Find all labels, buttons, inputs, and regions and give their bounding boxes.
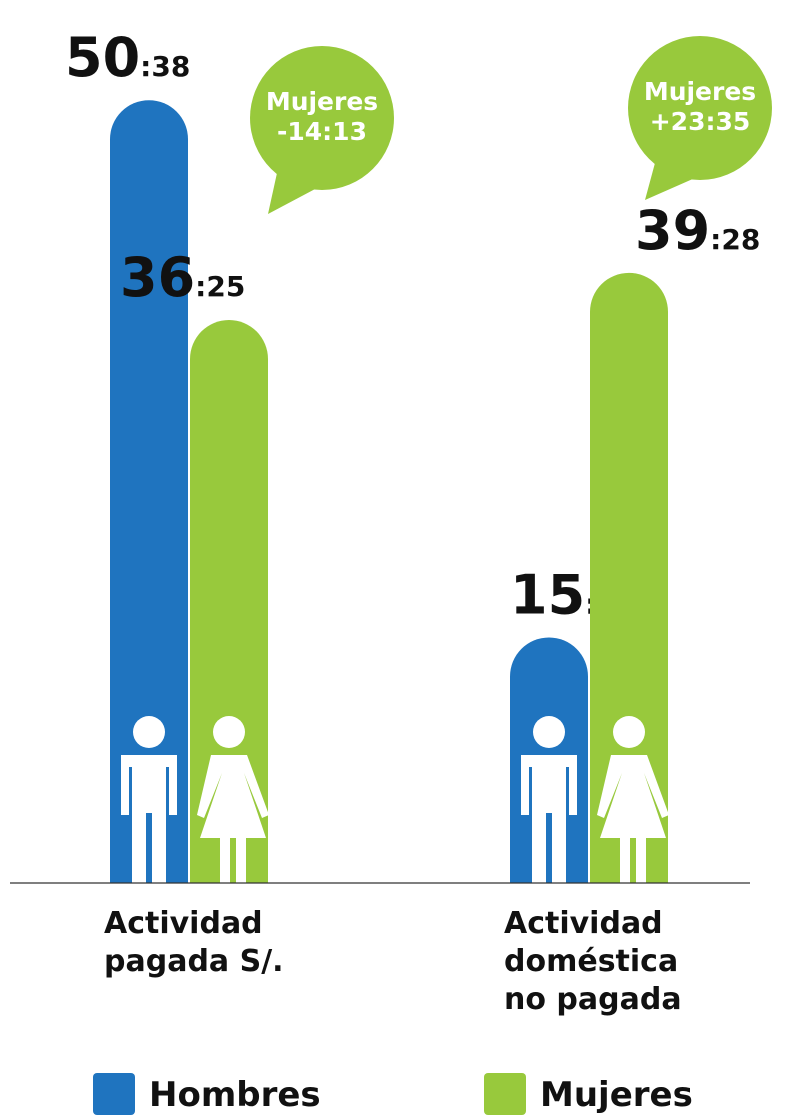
bar — [190, 319, 268, 884]
speech-bubble — [268, 173, 317, 214]
speech-bubble — [250, 46, 394, 190]
person-icon — [597, 716, 669, 883]
legend-swatch — [93, 1073, 135, 1115]
person-icon — [197, 716, 269, 883]
value-label-hours: 15 — [510, 563, 585, 626]
x-tick-label: Actividad — [504, 906, 663, 941]
value-label-hours: 36 — [120, 246, 195, 309]
person-icon — [121, 716, 177, 883]
value-label-minutes: :25 — [195, 270, 245, 303]
x-tick-label: no pagada — [504, 982, 682, 1017]
annotation-text: -14:13 — [277, 117, 367, 146]
icon-body — [597, 755, 669, 883]
icon-body — [521, 755, 577, 883]
annotation-text: Mujeres — [644, 77, 756, 106]
icon-body — [197, 755, 269, 883]
value-label: 50:38 — [65, 26, 190, 89]
bar — [590, 272, 668, 883]
value-label: 39:28 — [635, 199, 760, 262]
annotation-text: Mujeres — [266, 87, 378, 116]
value-label-hours: 39 — [635, 199, 710, 262]
icon-head — [533, 716, 565, 748]
bar — [110, 100, 188, 884]
x-tick-label: Actividad — [104, 906, 263, 941]
speech-bubble — [645, 163, 695, 200]
icon-head — [133, 716, 165, 748]
icon-head — [613, 716, 645, 748]
legend-label: Hombres — [149, 1075, 321, 1115]
value-label-minutes: :28 — [710, 223, 760, 256]
icon-head — [213, 716, 245, 748]
value-label-minutes: :38 — [140, 50, 190, 83]
value-label-hours: 50 — [65, 26, 140, 89]
legend-label: Mujeres — [540, 1075, 693, 1115]
person-icon — [521, 716, 577, 883]
annotation-text: +23:35 — [650, 107, 751, 136]
value-label: 36:25 — [120, 246, 245, 309]
legend-swatch — [484, 1073, 526, 1115]
icon-body — [121, 755, 177, 883]
speech-bubble — [628, 36, 772, 180]
x-tick-label: doméstica — [504, 944, 678, 979]
x-tick-label: pagada S/. — [104, 944, 284, 979]
